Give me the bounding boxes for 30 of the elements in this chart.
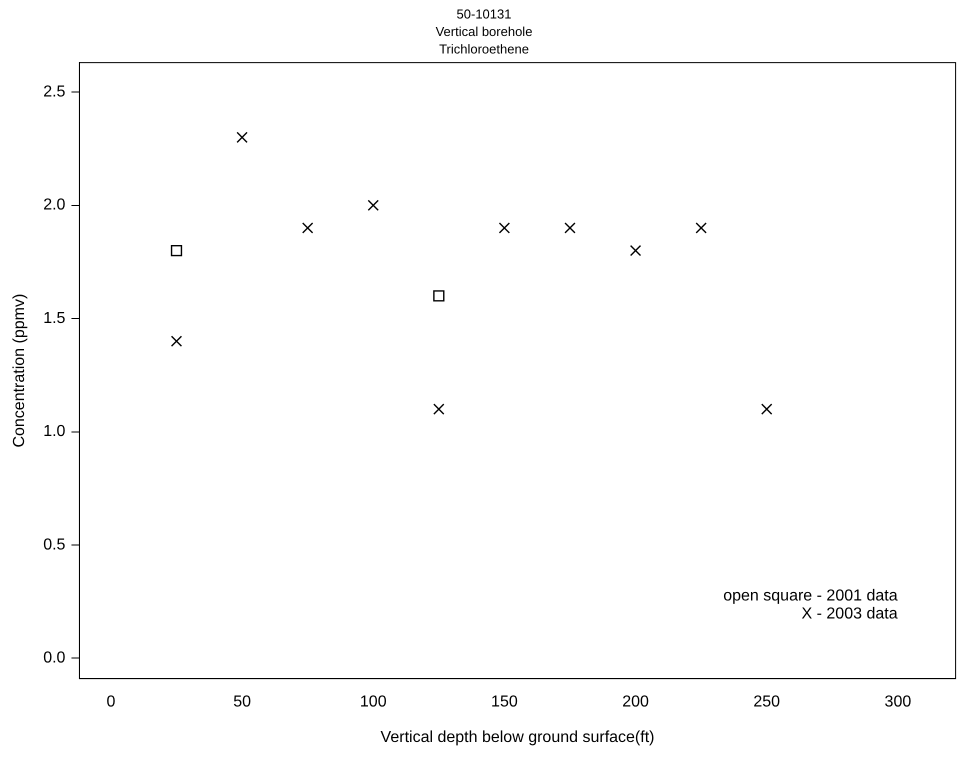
x-tick-label: 300	[884, 694, 912, 711]
point	[368, 200, 379, 211]
y-tick-label: 1.0	[43, 423, 66, 440]
point	[236, 132, 248, 144]
x-tick-label: 200	[622, 694, 650, 711]
y-tick-label: 2.0	[43, 196, 66, 214]
x-axis-title: Vertical depth below ground surface(ft)	[380, 728, 654, 746]
annotation: open square - 2001 data	[723, 588, 898, 605]
annotation: X - 2003 data	[802, 606, 898, 623]
point	[761, 403, 772, 415]
y-tick-label: 2.5	[43, 83, 66, 100]
point	[170, 336, 182, 347]
point	[498, 222, 510, 234]
chart-title: 50-10131 Vertical borehole Trichloroethene	[436, 6, 532, 56]
x-tick-label: 250	[753, 694, 780, 711]
y-axis-title: Concentration (ppmv)	[11, 294, 28, 448]
x-tick-label: 100	[360, 694, 387, 711]
x-tick-label: 0	[106, 694, 116, 711]
point	[433, 403, 444, 415]
point	[302, 222, 314, 234]
point	[170, 244, 182, 256]
y-tick-label: 1.5	[43, 310, 66, 327]
x-tick-label: 150	[491, 694, 518, 711]
point	[630, 244, 642, 256]
point	[564, 222, 576, 234]
x-tick-label: 50	[233, 694, 252, 711]
y-tick-label: 0.5	[43, 536, 66, 554]
y-tick-label: 0.0	[43, 650, 66, 667]
point	[433, 290, 444, 302]
point	[695, 222, 707, 234]
